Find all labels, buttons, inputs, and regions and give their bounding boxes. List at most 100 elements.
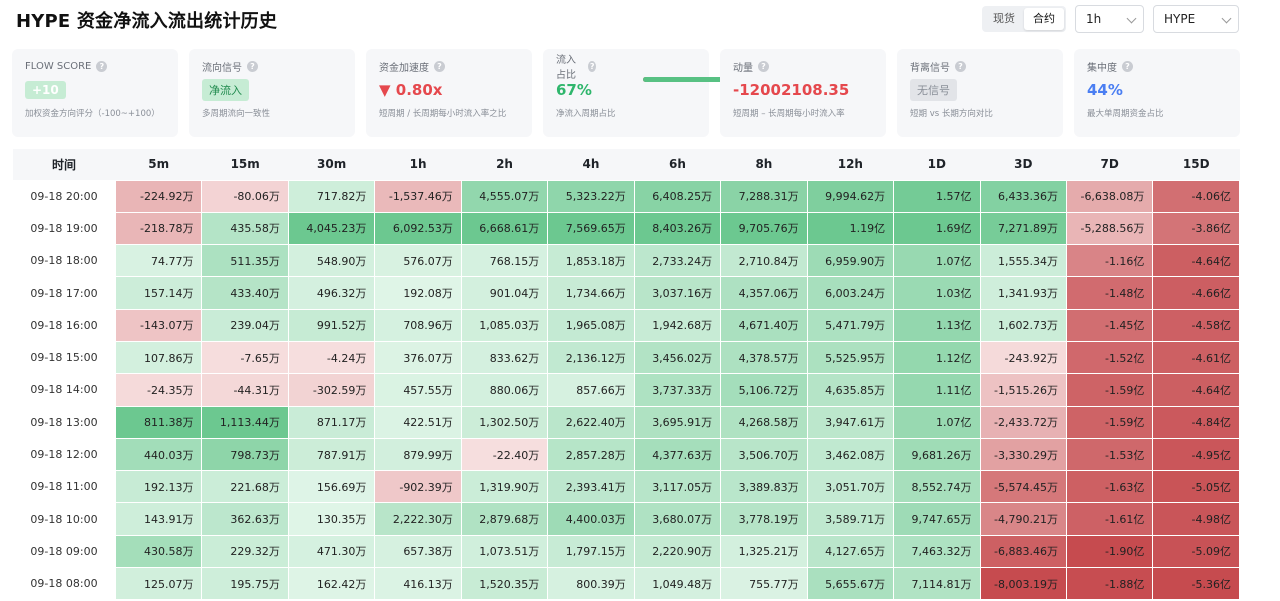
card-subtitle: 多周期流向一致性 — [202, 109, 271, 119]
table-row: 09-18 15:00 107.86万 -7.65万 -4.24万 376.07万 833… — [12, 340, 1240, 375]
flow-cell: -4,790.21万 — [979, 502, 1067, 536]
flow-cell: -302.59万 — [287, 373, 376, 407]
flow-cell: 195.75万 — [201, 567, 289, 601]
flow-cell: -4.61亿 — [1152, 340, 1240, 375]
flow-cell: -1.59亿 — [1065, 405, 1154, 439]
flow-cell: 4,671.40万 — [720, 308, 808, 342]
spot-tab[interactable]: 现货 — [993, 12, 1015, 25]
flow-cell: 3,389.83万 — [720, 470, 808, 504]
flow-cell: 4,400.03万 — [547, 502, 635, 536]
flow-cell: 3,589.71万 — [806, 502, 895, 536]
market-type-toggle: 现货 合约 — [982, 6, 1066, 32]
flow-cell: 755.77万 — [720, 567, 808, 601]
flow-cell: -4.98亿 — [1152, 502, 1240, 536]
flow-cell: 1.13亿 — [893, 308, 981, 342]
flow-cell: 1.11亿 — [893, 373, 981, 407]
flow-cell: 511.35万 — [201, 244, 289, 278]
table-row: 09-18 08:00 125.07万 195.75万 162.42万 416.13万 1… — [12, 567, 1240, 601]
flow-cell: 107.86万 — [114, 340, 203, 375]
flow-cell: -5.36亿 — [1152, 567, 1240, 601]
card-subtitle: 短周期 – 长周期每小时流入率 — [733, 109, 845, 119]
help-icon[interactable]: ? — [96, 60, 108, 72]
time-cell: 09-18 10:00 — [12, 502, 116, 536]
flow-cell: 4,045.23万 — [287, 211, 376, 246]
metric-cards: FLOW SCORE? +10 加权资金方向评分（-100~+100） 流向信号… — [12, 49, 1240, 137]
help-icon[interactable]: ? — [247, 60, 258, 72]
flow-cell: 1.07亿 — [893, 244, 981, 278]
flow-cell: 2,622.40万 — [547, 405, 635, 439]
time-cell: 09-18 14:00 — [12, 373, 116, 407]
flow-cell: 74.77万 — [114, 244, 203, 278]
momentum-value: -12002108.35 — [733, 81, 850, 99]
flow-cell: 6,433.36万 — [979, 179, 1067, 213]
flow-cell: -4.84亿 — [1152, 405, 1240, 439]
flow-cell: 4,268.58万 — [720, 405, 808, 439]
symbol-value: HYPE — [1164, 12, 1196, 26]
flow-cell: -4.64亿 — [1152, 244, 1240, 278]
card-title: 流向信号 — [202, 62, 242, 74]
help-icon[interactable]: ? — [588, 60, 596, 72]
table-row: 09-18 14:00 -24.35万 -44.31万 -302.59万 457.55万… — [12, 373, 1240, 407]
flow-cell: 3,695.91万 — [633, 405, 722, 439]
flow-cell: 3,778.19万 — [720, 502, 808, 536]
card-title: 资金加速度 — [379, 62, 429, 74]
flow-cell: 1.07亿 — [893, 405, 981, 439]
flow-cell: 2,710.84万 — [720, 244, 808, 278]
flow-cell: 800.39万 — [547, 567, 635, 601]
column-header-12h: 12h — [807, 149, 894, 180]
table-row: 09-18 17:00 157.14万 433.40万 496.32万 192.08万 9… — [12, 276, 1240, 310]
flow-cell: 3,947.61万 — [806, 405, 895, 439]
help-icon[interactable]: ? — [955, 60, 966, 72]
flow-cell: 1.12亿 — [893, 340, 981, 375]
flow-cell: -4.58亿 — [1152, 308, 1240, 342]
flow-signal-card: 流向信号? 净流入 多周期流向一致性 — [189, 49, 355, 137]
time-cell: 09-18 19:00 — [12, 211, 116, 246]
interval-select[interactable]: 1h — [1075, 5, 1144, 33]
flow-cell: 416.13万 — [374, 567, 462, 601]
card-title: 集中度 — [1087, 62, 1117, 74]
flow-cell: 376.07万 — [374, 340, 462, 375]
card-subtitle: 短周期 / 长周期每小时流入率之比 — [379, 109, 507, 119]
flow-cell: 991.52万 — [287, 308, 376, 342]
flow-cell: -224.92万 — [114, 179, 203, 213]
flow-score-value: +10 — [25, 81, 66, 99]
time-cell: 09-18 11:00 — [12, 470, 116, 504]
flow-cell: 221.68万 — [201, 470, 289, 504]
column-header-30m: 30m — [288, 149, 375, 180]
flow-cell: -1.48亿 — [1065, 276, 1154, 310]
flow-cell: 1,073.51万 — [460, 534, 549, 569]
divergence-card: 背离信号? 无信号 短期 vs 长期方向对比 — [897, 49, 1063, 137]
flow-cell: 5,525.95万 — [806, 340, 895, 375]
flow-cell: 901.04万 — [460, 276, 549, 310]
flow-cell: 7,271.89万 — [979, 211, 1067, 246]
flow-cell: 7,288.31万 — [720, 179, 808, 213]
help-icon[interactable]: ? — [758, 60, 769, 72]
flow-cell: -3,330.29万 — [979, 437, 1067, 472]
flow-cell: -3.86亿 — [1152, 211, 1240, 246]
flow-cell: -1,537.46万 — [374, 179, 462, 213]
flow-cell: -1.88亿 — [1065, 567, 1154, 601]
card-subtitle: 净流入周期占比 — [556, 109, 616, 119]
help-icon[interactable]: ? — [434, 60, 445, 72]
flow-cell: 8,552.74万 — [893, 470, 981, 504]
acceleration-card: 资金加速度? ▼ 0.80x 短周期 / 长周期每小时流入率之比 — [366, 49, 532, 137]
flow-cell: -6,883.46万 — [979, 534, 1067, 569]
flow-cell: -902.39万 — [374, 470, 462, 504]
help-icon[interactable]: ? — [1122, 60, 1133, 72]
flow-cell: 2,393.41万 — [547, 470, 635, 504]
flow-cell: 871.17万 — [287, 405, 376, 439]
flow-cell: 1,853.18万 — [547, 244, 635, 278]
flow-cell: -4.24万 — [287, 340, 376, 375]
symbol-select[interactable]: HYPE — [1153, 5, 1239, 33]
flow-cell: 3,462.08万 — [806, 437, 895, 472]
flow-cell: -5,574.45万 — [979, 470, 1067, 504]
column-header-3d: 3D — [980, 149, 1067, 180]
flow-cell: 2,879.68万 — [460, 502, 549, 536]
flow-signal-badge: 净流入 — [202, 79, 249, 101]
interval-value: 1h — [1086, 12, 1102, 26]
flow-cell: -8,003.19万 — [979, 567, 1067, 601]
futures-tab[interactable]: 合约 — [1024, 8, 1064, 30]
flow-cell: -2,433.72万 — [979, 405, 1067, 439]
table-row: 09-18 13:00 811.38万 1,113.44万 871.17万 422.51… — [12, 405, 1240, 439]
flow-cell: 717.82万 — [287, 179, 376, 213]
